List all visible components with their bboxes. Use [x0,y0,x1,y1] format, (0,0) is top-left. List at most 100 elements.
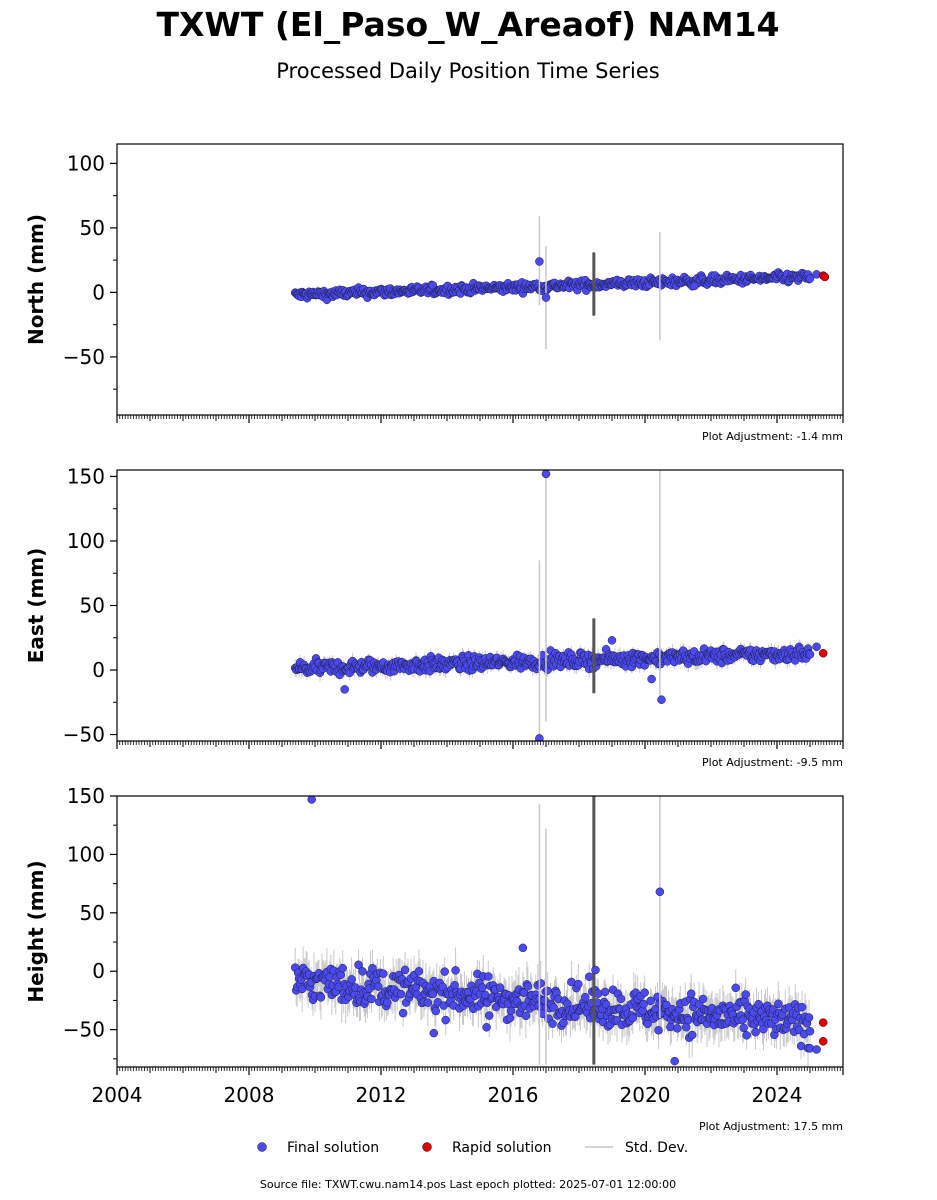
data-point [751,1027,760,1037]
legend: Final solution Rapid solution Std. Dev. [257,1140,688,1156]
rapid-point [818,1037,828,1046]
x-tick-label: 2020 [620,1083,671,1107]
data-layer [290,470,828,741]
legend-rapid-label: Rapid solution [452,1140,552,1156]
y-tick-label: 50 [80,216,105,240]
data-point [354,960,363,970]
final-points [290,268,815,305]
data-point [804,1013,814,1022]
data-point [478,983,487,992]
data-point [338,963,347,973]
outlier-point [541,470,551,479]
y-tick-label: 100 [67,529,105,553]
data-layer [290,796,828,1067]
final-points [290,960,815,1053]
y-tick-label: 0 [92,658,105,682]
data-point [742,1031,751,1040]
y-tick-label: 0 [92,959,105,983]
data-point [698,994,708,1004]
y-tick-label: 150 [67,784,105,808]
data-point [738,1015,747,1025]
outlier-point [647,674,656,684]
data-point [646,996,655,1006]
data-point [600,987,610,997]
data-point [536,979,545,988]
x-tick-label: 2024 [752,1083,803,1107]
data-point [297,984,307,994]
legend-final-label: Final solution [287,1140,379,1156]
data-point [639,999,648,1009]
x-tick-label: 2016 [488,1083,539,1107]
data-point [484,1011,494,1020]
data-point [571,1012,580,1022]
data-point [414,967,424,976]
data-point [731,983,740,993]
y-axis-label: East (mm) [24,548,48,664]
page-title: TXWT (El_Paso_W_Areaof) NAM14 [156,5,779,44]
outlier-point [690,281,699,291]
outlier-point [429,1028,439,1038]
y-tick-label: −50 [63,1018,105,1042]
panel-north: 100 50 0 −50 North (mm) Plot Adjustment: -1.4… [24,143,844,443]
outlier-point [307,796,316,804]
outlier-point [535,257,544,266]
final-late-point [812,642,821,652]
y-tick-label: −50 [63,345,105,369]
data-point [505,1013,515,1023]
outlier-point [482,1023,491,1032]
data-point [601,1000,611,1009]
data-point [374,982,383,991]
outlier-point [607,636,617,645]
x-tick-label: 2008 [224,1083,275,1107]
data-point [347,975,356,984]
plot-adjustment-label: Plot Adjustment: 17.5 mm [699,1120,843,1133]
y-axis-label: Height (mm) [24,860,48,1002]
final-late-point [812,1045,821,1054]
data-point [739,1023,748,1033]
data-point [549,1003,558,1012]
plot-frame [116,469,844,742]
y-tick-label: 50 [80,594,105,618]
panel-east: 150 100 50 0 −50 East (mm) Plot Adjustment: -9… [24,464,844,769]
legend-final-marker [257,1142,267,1152]
y-tick-label: 100 [67,151,105,175]
data-point [441,1015,450,1025]
data-layer [290,216,830,350]
data-point [484,972,493,981]
data-point [628,1013,638,1023]
outlier-point [670,1056,679,1066]
outlier-point [541,293,551,302]
data-point [523,982,533,991]
data-point [379,969,388,978]
y-axis-label: North (mm) [24,214,48,345]
data-point [683,1015,693,1025]
y-tick-label: 0 [92,280,105,304]
rapid-point [820,272,830,282]
legend-stddev-label: Std. Dev. [625,1140,688,1156]
data-point [581,992,590,1002]
x-tick-label: 2012 [356,1083,407,1107]
data-point [687,1030,697,1040]
data-point [383,998,392,1007]
y-tick-label: 50 [80,901,105,925]
data-point [316,993,326,1002]
data-point [741,990,750,999]
final-points [290,642,815,680]
data-point [396,989,406,999]
data-point [451,966,460,975]
rapid-point [818,1018,828,1027]
data-point [686,989,696,998]
data-point [584,972,594,982]
data-point [543,986,552,996]
outlier-point [340,685,349,694]
plot-panels: 100 50 0 −50 North (mm) Plot Adjustment: -1.4… [24,143,844,1133]
data-point [682,1022,691,1032]
y-tick-label: 100 [67,842,105,866]
data-point [673,1024,682,1033]
data-point [805,650,815,659]
y-tick-label: −50 [63,723,105,747]
data-point [805,1026,815,1036]
data-point [548,1019,557,1028]
data-point [574,979,583,989]
